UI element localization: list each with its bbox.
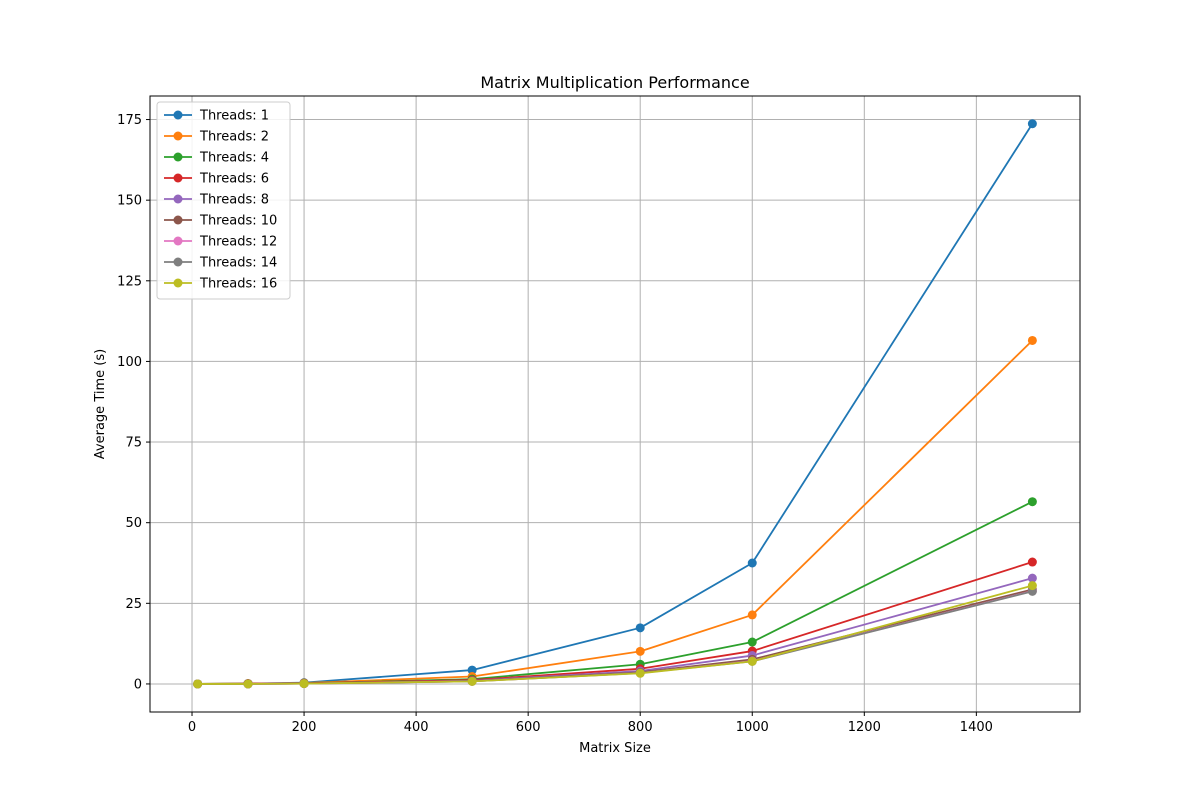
legend-item: Threads: 2 — [164, 130, 269, 145]
legend-item: Threads: 6 — [164, 172, 269, 187]
legend-label: Threads: 12 — [199, 235, 277, 250]
data-point — [1027, 497, 1037, 507]
y-axis-label: Average Time (s) — [93, 349, 108, 459]
legend-label: Threads: 1 — [199, 109, 269, 124]
data-point — [467, 676, 477, 686]
legend-swatch-marker — [173, 131, 183, 141]
data-point — [635, 623, 645, 633]
data-point — [1027, 581, 1037, 591]
data-point — [1027, 335, 1037, 345]
data-point — [747, 610, 757, 620]
y-tick-label: 75 — [125, 436, 142, 451]
legend-swatch-marker — [173, 152, 183, 162]
legend-item: Threads: 12 — [164, 235, 277, 250]
x-tick-label: 200 — [292, 720, 317, 735]
data-point — [747, 637, 757, 647]
legend-item: Threads: 4 — [164, 151, 269, 166]
data-point — [1027, 557, 1037, 567]
legend-label: Threads: 2 — [199, 130, 269, 145]
legend-label: Threads: 16 — [199, 277, 277, 292]
legend-label: Threads: 10 — [199, 214, 277, 229]
legend-swatch-marker — [173, 110, 183, 120]
legend-label: Threads: 6 — [199, 172, 269, 187]
legend-swatch-marker — [173, 257, 183, 267]
x-tick-label: 600 — [516, 720, 541, 735]
legend: Threads: 1 Threads: 2 Threads: 4 Threads: 6… — [156, 101, 291, 300]
x-tick-label: 1000 — [736, 720, 769, 735]
data-point — [299, 679, 309, 689]
legend-item: Threads: 10 — [164, 214, 277, 229]
series-group — [193, 119, 1037, 689]
legend-swatch-marker — [173, 278, 183, 288]
chart-title: Matrix Multiplication Performance — [480, 73, 749, 92]
y-tick-label: 50 — [125, 516, 142, 531]
data-point — [193, 679, 203, 689]
legend-item: Threads: 1 — [164, 109, 269, 124]
legend-swatch-marker — [173, 173, 183, 183]
y-tick-label: 150 — [117, 194, 142, 209]
data-point — [635, 668, 645, 678]
ticks: 0 200 400 600 800 1000 1200 1400 0 25 50 75 100 125 15… — [117, 113, 993, 735]
y-tick-label: 0 — [134, 677, 142, 692]
legend-label: Threads: 8 — [199, 193, 269, 208]
legend-swatch-marker — [173, 215, 183, 225]
x-tick-label: 1200 — [848, 720, 881, 735]
legend-box — [156, 101, 291, 300]
data-point — [243, 679, 253, 689]
legend-item: Threads: 8 — [164, 193, 269, 208]
x-tick-label: 800 — [628, 720, 653, 735]
y-tick-label: 175 — [117, 113, 142, 128]
data-point — [1027, 573, 1037, 583]
y-tick-label: 125 — [117, 274, 142, 289]
data-point — [467, 665, 477, 675]
x-tick-label: 400 — [404, 720, 429, 735]
data-point — [1027, 119, 1037, 129]
legend-item: Threads: 16 — [164, 277, 277, 292]
legend-label: Threads: 14 — [199, 256, 277, 271]
plot-frame — [149, 95, 1081, 713]
legend-item: Threads: 14 — [164, 256, 277, 271]
legend-label: Threads: 4 — [199, 151, 269, 166]
data-point — [747, 558, 757, 568]
y-tick-label: 25 — [125, 597, 142, 612]
legend-swatch-marker — [173, 194, 183, 204]
data-point — [747, 656, 757, 666]
legend-swatch-marker — [173, 236, 183, 246]
data-point — [635, 646, 645, 656]
series-8 — [193, 581, 1037, 689]
x-axis-label: Matrix Size — [579, 741, 651, 756]
x-tick-label: 0 — [188, 720, 196, 735]
y-tick-label: 100 — [117, 355, 142, 370]
x-tick-label: 1400 — [960, 720, 993, 735]
